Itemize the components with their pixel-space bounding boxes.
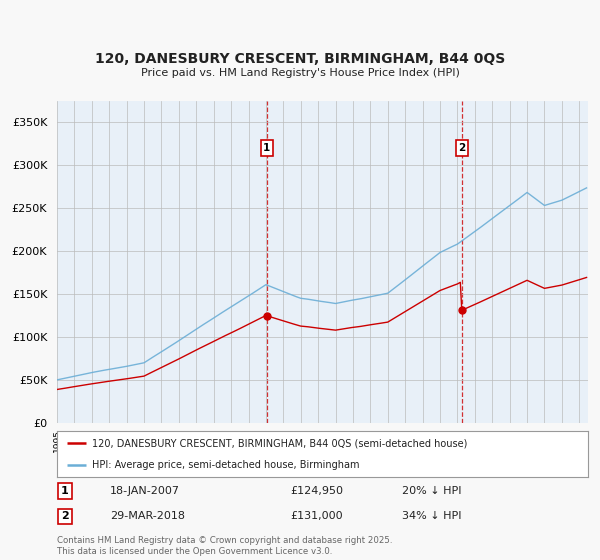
Text: 20% ↓ HPI: 20% ↓ HPI [402,486,461,496]
Text: Contains HM Land Registry data © Crown copyright and database right 2025.
This d: Contains HM Land Registry data © Crown c… [57,536,392,556]
Text: 1: 1 [61,486,69,496]
Text: £131,000: £131,000 [290,511,343,521]
Text: 120, DANESBURY CRESCENT, BIRMINGHAM, B44 0QS (semi-detached house): 120, DANESBURY CRESCENT, BIRMINGHAM, B44… [92,438,467,448]
Text: 18-JAN-2007: 18-JAN-2007 [110,486,180,496]
Text: 1: 1 [263,143,271,153]
Text: 2: 2 [61,511,69,521]
Text: Price paid vs. HM Land Registry's House Price Index (HPI): Price paid vs. HM Land Registry's House … [140,68,460,78]
Text: 29-MAR-2018: 29-MAR-2018 [110,511,185,521]
Text: 34% ↓ HPI: 34% ↓ HPI [402,511,461,521]
Text: 120, DANESBURY CRESCENT, BIRMINGHAM, B44 0QS: 120, DANESBURY CRESCENT, BIRMINGHAM, B44… [95,52,505,66]
Text: 2: 2 [458,143,466,153]
Text: £124,950: £124,950 [290,486,344,496]
Text: HPI: Average price, semi-detached house, Birmingham: HPI: Average price, semi-detached house,… [92,460,359,470]
